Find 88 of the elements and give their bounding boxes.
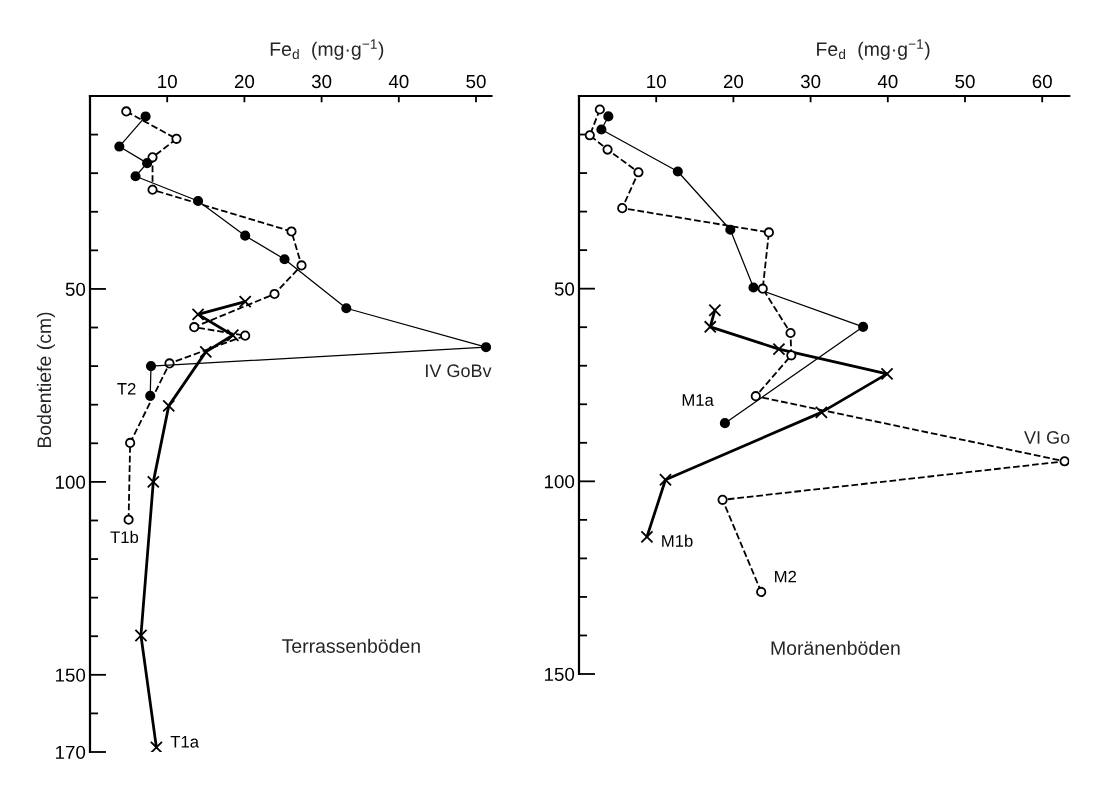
point — [757, 283, 768, 294]
point — [672, 166, 683, 177]
point — [240, 330, 251, 341]
annotation: VI Go — [1024, 431, 1070, 444]
point — [633, 167, 644, 178]
point — [719, 418, 730, 429]
point — [162, 399, 176, 413]
annotation: Moränenböden — [771, 640, 900, 655]
point — [858, 321, 869, 332]
y-tick-label: 150 — [55, 668, 86, 682]
series-label: T1a — [170, 736, 199, 748]
point — [149, 740, 163, 752]
x-tick-label: 40 — [877, 74, 898, 89]
point — [146, 475, 160, 489]
point — [121, 106, 132, 117]
point — [193, 195, 204, 207]
annotation: Terrassenböden — [282, 638, 420, 653]
point — [189, 322, 200, 333]
point — [130, 171, 141, 182]
series-label: M1a — [682, 394, 714, 406]
y-tick-label: 50 — [554, 282, 575, 296]
point — [814, 405, 828, 419]
point — [640, 530, 654, 544]
point — [114, 141, 125, 152]
x-axis-title: Fe$_{d}$ (mg·g$^{−1}$) — [270, 39, 384, 60]
x-tick-label: 10 — [647, 74, 666, 89]
point — [480, 342, 492, 353]
y-tick-label: 100 — [544, 475, 575, 489]
point — [584, 130, 595, 141]
point — [269, 288, 280, 300]
point — [171, 133, 182, 144]
point — [756, 586, 767, 597]
point — [142, 158, 153, 169]
point — [191, 307, 205, 321]
point — [238, 295, 252, 309]
x-tick-label: 50 — [466, 74, 486, 89]
point — [341, 303, 352, 314]
point — [240, 230, 251, 241]
point — [772, 342, 786, 356]
point — [603, 111, 614, 122]
x-axis-title: Fe$_{d}$ (mg·g$^{−1}$) — [817, 39, 930, 60]
point — [763, 227, 774, 238]
point — [659, 473, 672, 487]
point — [123, 514, 134, 525]
point — [594, 104, 605, 115]
point — [226, 328, 240, 342]
point — [748, 282, 759, 293]
point — [125, 437, 136, 448]
point — [1059, 456, 1070, 467]
point — [786, 350, 797, 361]
point — [703, 320, 717, 334]
point — [596, 124, 607, 135]
point — [296, 260, 307, 271]
point — [199, 345, 213, 359]
annotation: IV GoBv — [426, 364, 492, 378]
series-label: T1b — [110, 530, 139, 544]
point — [708, 303, 722, 317]
x-tick-label: 10 — [158, 74, 177, 89]
x-tick-label: 30 — [311, 74, 332, 89]
x-tick-label: 30 — [800, 74, 821, 89]
y-tick-label: 50 — [65, 282, 86, 296]
series-label: T2 — [117, 382, 136, 395]
point — [279, 254, 290, 265]
point — [145, 361, 157, 372]
x-tick-label: 40 — [388, 74, 409, 89]
point — [147, 184, 158, 195]
point — [145, 390, 156, 401]
y-axis-title: Bodentiefe (cm) — [36, 312, 55, 448]
point — [717, 494, 728, 505]
x-tick-label: 20 — [723, 74, 744, 89]
point — [617, 203, 628, 214]
point — [134, 629, 148, 642]
point — [785, 327, 796, 339]
point — [750, 391, 761, 402]
y-tick-label: 170 — [55, 745, 86, 759]
point — [140, 111, 151, 122]
point — [286, 226, 297, 237]
y-tick-label: 100 — [55, 475, 86, 489]
series-label: M2 — [775, 570, 797, 583]
point — [147, 152, 158, 163]
point — [880, 367, 894, 381]
y-tick-label: 150 — [544, 667, 575, 681]
series-label: M1b — [662, 534, 693, 547]
x-tick-label: 20 — [234, 74, 255, 89]
point — [725, 224, 736, 235]
x-tick-label: 50 — [955, 74, 975, 89]
x-tick-label: 60 — [1032, 74, 1052, 89]
point — [602, 144, 613, 155]
